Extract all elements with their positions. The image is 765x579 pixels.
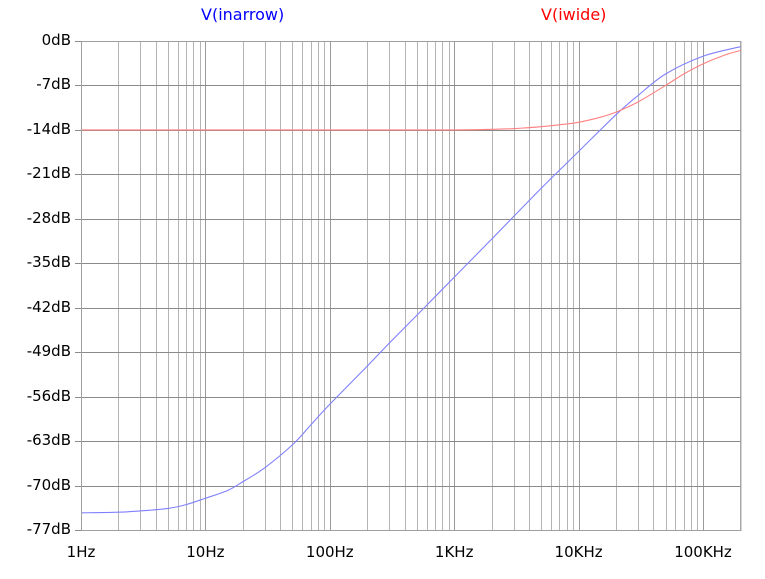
x-tick-label: 1KHz	[434, 543, 474, 561]
y-tick-label: -77dB	[26, 520, 71, 538]
x-tick-label: 100KHz	[674, 543, 732, 561]
legend-v-inarrow: V(inarrow)	[201, 5, 285, 24]
x-tick-label: 1Hz	[66, 543, 96, 561]
y-tick-label: -63dB	[26, 431, 71, 450]
x-tick-label: 10KHz	[554, 543, 603, 561]
y-tick-label: -35dB	[26, 253, 71, 272]
y-tick-label: -28dB	[26, 208, 71, 227]
plot-frame	[81, 41, 742, 531]
y-tick-label: -42dB	[26, 297, 71, 316]
legend-v-iwide: V(iwide)	[541, 5, 607, 24]
y-tick-label: -56dB	[26, 386, 71, 405]
x-tick-label: 100Hz	[305, 543, 354, 561]
x-tick-label: 10Hz	[186, 543, 225, 561]
trace-vinarrow	[80, 46, 741, 514]
trace-viwide	[81, 50, 741, 131]
y-tick-label: -70dB	[26, 475, 71, 494]
y-tick-label: 0dB	[41, 31, 71, 49]
y-tick-label: -49dB	[26, 342, 71, 361]
y-tick-label: -7dB	[36, 75, 71, 94]
grid-lines	[75, 41, 741, 531]
y-tick-label: -14dB	[26, 119, 71, 138]
traces	[80, 46, 741, 514]
y-tick-label: -21dB	[26, 164, 71, 183]
